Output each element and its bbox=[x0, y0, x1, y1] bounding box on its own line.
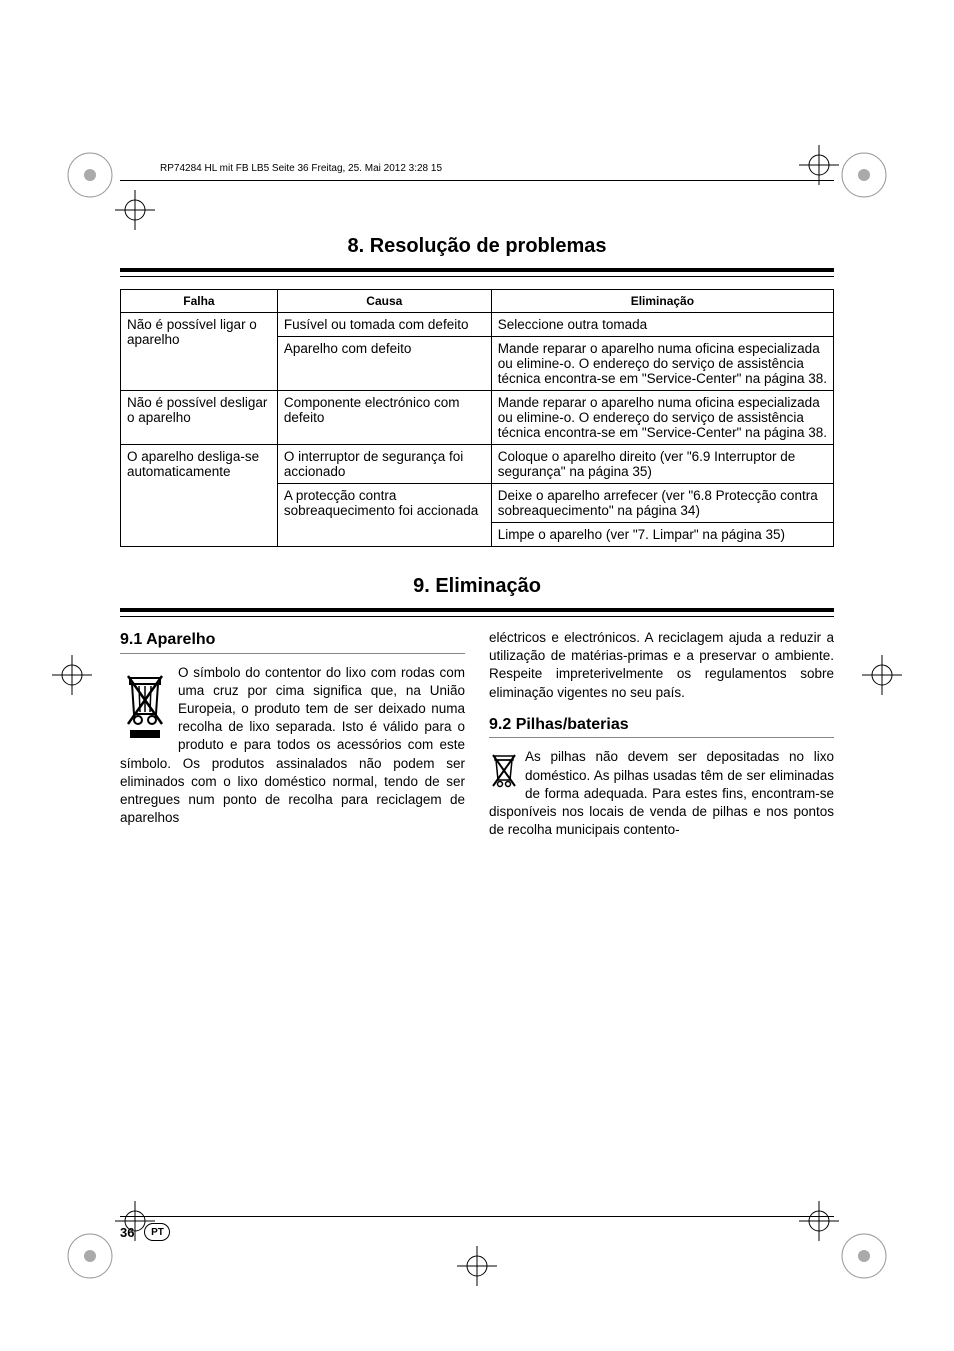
cell-elim: Coloque o aparelho direito (ver "6.9 Int… bbox=[491, 445, 833, 484]
th-falha: Falha bbox=[121, 290, 278, 313]
body-91: O símbolo do contentor do lixo com rodas… bbox=[120, 664, 465, 828]
heading-rule-thin bbox=[120, 276, 834, 277]
section-9-title: 9. Eliminação bbox=[120, 575, 834, 598]
cell-elim: Limpe o aparelho (ver "7. Limpar" na pág… bbox=[491, 523, 833, 547]
cross-mark-ml bbox=[52, 655, 92, 700]
heading-rule-thick bbox=[120, 608, 834, 612]
body-92: As pilhas não devem ser depositadas no l… bbox=[489, 748, 834, 839]
page-footer: 36 PT bbox=[120, 1216, 834, 1241]
reg-mark-tr bbox=[834, 145, 894, 210]
heading-rule-thick bbox=[120, 268, 834, 272]
cell-elim: Mande reparar o aparelho numa oficina es… bbox=[491, 391, 833, 445]
cell-falha: Não é possível desligar o aparelho bbox=[121, 391, 278, 445]
sub-rule bbox=[120, 653, 465, 654]
table-row: O aparelho desliga-se automaticamente O … bbox=[121, 445, 834, 484]
page-content: 8. Resolução de problemas Falha Causa El… bbox=[120, 110, 834, 1241]
cell-causa: O interruptor de segurança foi accionado bbox=[277, 445, 491, 484]
cell-causa: Fusível ou tomada com defeito bbox=[277, 313, 491, 337]
weee-bin-icon bbox=[120, 666, 170, 741]
page-number: 36 bbox=[120, 1225, 134, 1240]
body-91-cont: eléctricos e electrónicos. A reciclagem … bbox=[489, 629, 834, 702]
reg-mark-tl bbox=[60, 145, 120, 210]
cell-causa: Aparelho com defeito bbox=[277, 337, 491, 391]
table-row: Não é possível desligar o aparelho Compo… bbox=[121, 391, 834, 445]
body-92-text: As pilhas não devem ser depositadas no l… bbox=[489, 749, 834, 837]
body-91-text: O símbolo do contentor do lixo com rodas… bbox=[120, 665, 465, 826]
th-causa: Causa bbox=[277, 290, 491, 313]
cell-elim: Deixe o aparelho arrefecer (ver "6.8 Pro… bbox=[491, 484, 833, 523]
th-eliminacao: Eliminação bbox=[491, 290, 833, 313]
two-column-body: 9.1 Aparelho bbox=[120, 629, 834, 840]
cell-causa: Componente electrónico com defeito bbox=[277, 391, 491, 445]
reg-mark-bl bbox=[60, 1226, 120, 1291]
cell-causa: A protecção contra sobreaquecimento foi … bbox=[277, 484, 491, 547]
cross-mark-bc bbox=[457, 1246, 497, 1291]
sub-heading-91: 9.1 Aparelho bbox=[120, 629, 465, 651]
cell-elim: Mande reparar o aparelho numa oficina es… bbox=[491, 337, 833, 391]
cross-mark-mr bbox=[862, 655, 902, 700]
sub-heading-92: 9.2 Pilhas/baterias bbox=[489, 714, 834, 736]
sub-rule bbox=[489, 737, 834, 738]
right-column: eléctricos e electrónicos. A reciclagem … bbox=[489, 629, 834, 840]
troubleshooting-table: Falha Causa Eliminação Não é possível li… bbox=[120, 289, 834, 547]
crossed-bin-icon bbox=[489, 750, 519, 790]
cell-falha: O aparelho desliga-se automaticamente bbox=[121, 445, 278, 547]
language-badge: PT bbox=[144, 1223, 170, 1241]
cell-falha: Não é possível ligar o aparelho bbox=[121, 313, 278, 391]
cell-elim: Seleccione outra tomada bbox=[491, 313, 833, 337]
table-row: Não é possível ligar o aparelho Fusível … bbox=[121, 313, 834, 337]
reg-mark-br bbox=[834, 1226, 894, 1291]
section-8-title: 8. Resolução de problemas bbox=[120, 235, 834, 258]
left-column: 9.1 Aparelho bbox=[120, 629, 465, 840]
heading-rule-thin bbox=[120, 616, 834, 617]
